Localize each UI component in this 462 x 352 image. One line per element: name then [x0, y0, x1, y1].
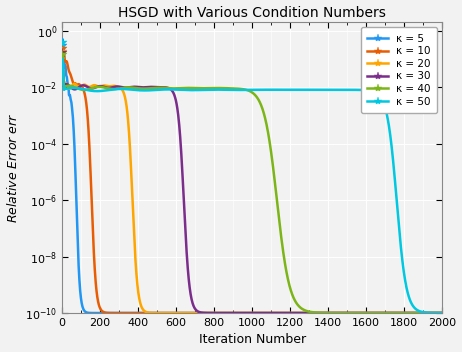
κ = 20 — [93, 83, 99, 88]
κ = 10 — [170, 311, 176, 315]
κ = 40 — [372, 311, 378, 315]
κ = 40 — [440, 311, 445, 315]
κ = 10 — [80, 86, 85, 90]
κ = 5 — [288, 311, 294, 315]
κ = 50 — [440, 311, 445, 315]
κ = 40 — [201, 86, 206, 90]
κ = 10 — [93, 285, 99, 289]
κ = 5 — [440, 311, 445, 315]
κ = 30 — [372, 311, 378, 315]
κ = 40 — [288, 288, 293, 292]
X-axis label: Iteration Number: Iteration Number — [199, 333, 306, 346]
κ = 5 — [59, 44, 65, 48]
Legend: κ = 5, κ = 10, κ = 20, κ = 30, κ = 40, κ = 50: κ = 5, κ = 10, κ = 20, κ = 30, κ = 40, κ… — [361, 27, 437, 113]
κ = 5 — [80, 306, 85, 310]
κ = 5 — [93, 311, 99, 315]
κ = 10 — [201, 311, 207, 315]
κ = 10 — [373, 311, 378, 315]
κ = 40 — [80, 88, 85, 92]
κ = 20 — [440, 311, 445, 315]
κ = 30 — [201, 311, 206, 315]
Y-axis label: Relative Error $err$: Relative Error $err$ — [6, 112, 19, 223]
κ = 20 — [201, 311, 206, 315]
Title: HSGD with Various Condition Numbers: HSGD with Various Condition Numbers — [118, 6, 386, 20]
κ = 50 — [93, 89, 99, 93]
Line: κ = 5: κ = 5 — [62, 39, 443, 313]
κ = 5 — [68, 98, 73, 102]
κ = 5 — [60, 37, 65, 41]
Line: κ = 10: κ = 10 — [62, 46, 443, 313]
κ = 30 — [288, 311, 294, 315]
κ = 30 — [93, 85, 99, 89]
κ = 30 — [440, 311, 445, 315]
Line: κ = 30: κ = 30 — [62, 53, 443, 313]
κ = 50 — [201, 88, 206, 92]
κ = 5 — [138, 311, 143, 315]
κ = 40 — [93, 85, 99, 89]
κ = 10 — [60, 44, 66, 48]
κ = 5 — [373, 311, 378, 315]
Line: κ = 40: κ = 40 — [62, 55, 443, 313]
κ = 10 — [68, 73, 73, 77]
κ = 50 — [59, 42, 65, 46]
Line: κ = 50: κ = 50 — [62, 44, 443, 313]
κ = 5 — [201, 311, 207, 315]
κ = 20 — [288, 311, 294, 315]
κ = 20 — [59, 50, 65, 54]
κ = 30 — [68, 85, 73, 89]
κ = 30 — [286, 311, 292, 315]
κ = 40 — [68, 84, 73, 88]
κ = 10 — [59, 47, 65, 51]
κ = 30 — [80, 83, 85, 88]
κ = 20 — [68, 86, 73, 90]
κ = 50 — [288, 88, 293, 92]
κ = 40 — [59, 52, 65, 57]
κ = 20 — [80, 83, 85, 88]
κ = 30 — [59, 51, 65, 55]
κ = 20 — [223, 311, 228, 315]
Line: κ = 20: κ = 20 — [62, 52, 443, 313]
κ = 20 — [372, 311, 378, 315]
κ = 10 — [440, 311, 445, 315]
κ = 50 — [68, 86, 73, 90]
κ = 50 — [372, 90, 378, 94]
κ = 10 — [288, 311, 294, 315]
κ = 50 — [80, 87, 85, 91]
